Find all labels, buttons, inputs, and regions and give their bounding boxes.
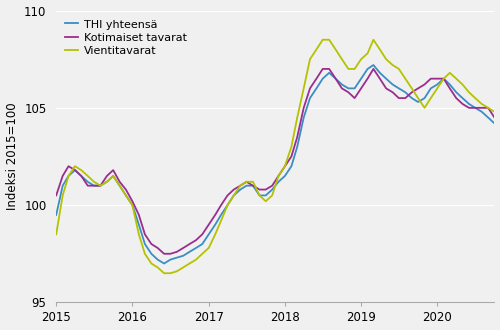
Line: Vientitavarat: Vientitavarat (56, 40, 500, 273)
Legend: THI yhteensä, Kotimaiset tavarat, Vientitavarat: THI yhteensä, Kotimaiset tavarat, Vienti… (62, 16, 190, 60)
Y-axis label: Indeksi 2015=100: Indeksi 2015=100 (6, 103, 18, 210)
Line: THI yhteensä: THI yhteensä (56, 65, 500, 263)
Line: Kotimaiset tavarat: Kotimaiset tavarat (56, 69, 500, 254)
